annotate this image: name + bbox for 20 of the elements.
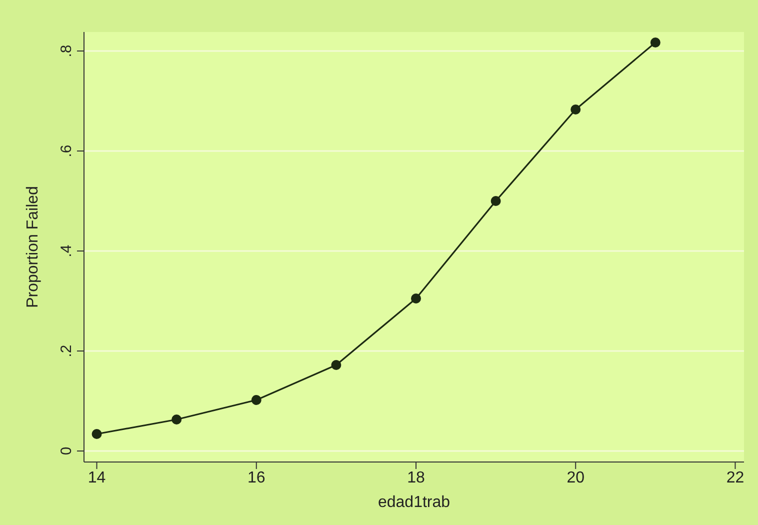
point [251, 395, 262, 405]
y-tick-label: .2 [58, 344, 75, 358]
y-tick-label: .4 [58, 244, 75, 258]
x-axis-title: edad1trab [378, 494, 450, 511]
point [650, 38, 660, 48]
point [570, 104, 581, 114]
point [172, 414, 182, 424]
x-tick-label: 18 [407, 469, 425, 486]
y-axis-title: Proportion Failed [24, 186, 42, 308]
point [410, 294, 421, 304]
x-tick-label: 16 [247, 469, 266, 486]
y-tick-label: .8 [58, 44, 75, 58]
x-tick-label: 20 [566, 469, 585, 486]
y-tick-label: .6 [58, 144, 75, 158]
y-tick-label: 0 [58, 446, 75, 456]
x-tick-label: 14 [88, 469, 106, 486]
point [92, 429, 102, 439]
point [490, 196, 501, 206]
x-tick-label: 22 [726, 469, 744, 486]
point [331, 360, 342, 370]
